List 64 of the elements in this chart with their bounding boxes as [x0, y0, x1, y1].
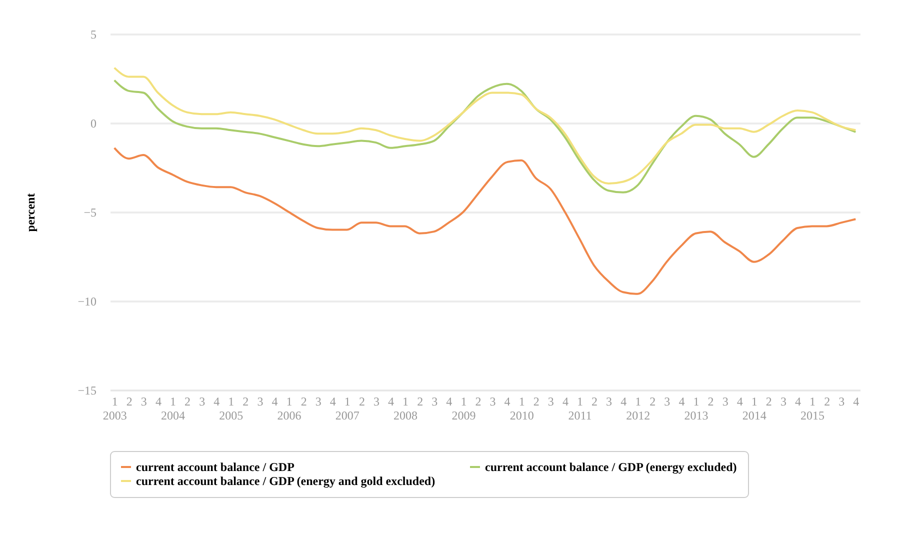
y-tick-label: −10 — [78, 294, 96, 308]
x-tick-label: 4 — [562, 394, 568, 408]
line-series — [113, 66, 857, 185]
legend-label: current account balance / GDP (energy and gold excluded) — [136, 474, 436, 488]
x-tick-label: 3 — [490, 394, 496, 408]
x-tick-label: 3 — [606, 394, 612, 408]
x-tick-label: 4 — [795, 394, 801, 408]
x-tick-label: 1 2011 — [568, 394, 592, 422]
x-tick-label: 3 — [838, 394, 845, 408]
legend-label: current account balance / GDP — [136, 460, 294, 474]
x-tick-label: 3 — [315, 394, 322, 408]
x-tick-label: 2 — [475, 394, 482, 408]
x-tick-label: 3 — [199, 394, 206, 408]
x-tick-label: 1 2009 — [452, 394, 476, 422]
x-tick-label: 4 — [155, 394, 162, 408]
x-tick-label: 1 2005 — [219, 394, 244, 422]
x-tick-label: 1 2006 — [277, 394, 302, 422]
y-tick-label: 0 — [90, 116, 96, 130]
x-tick-label: 2 — [417, 394, 424, 408]
x-tick-label: 4 — [330, 394, 336, 408]
x-tick-label: 1 2007 — [335, 394, 360, 422]
x-tick-label: 3 — [780, 394, 786, 408]
x-tick-label: 4 — [214, 394, 220, 408]
x-tick-label: 3 — [257, 394, 264, 408]
x-tick-label: 1 2014 — [742, 394, 766, 422]
x-tick-label: 1 2008 — [394, 394, 418, 422]
x-tick-label: 1 2015 — [800, 394, 825, 422]
x-tick-label: 4 — [678, 394, 685, 408]
x-tick-label: 4 — [504, 394, 510, 408]
legend-label: current account balance / GDP (energy excluded) — [485, 460, 737, 474]
x-tick-label: 2 — [533, 394, 540, 408]
y-axis-title: percent — [24, 193, 38, 232]
x-tick-label: 2 — [126, 394, 132, 408]
x-tick-label: 4 — [446, 394, 452, 408]
y-tick-label: 5 — [90, 28, 96, 42]
x-tick-label: 3 — [722, 394, 728, 408]
x-tick-label: 1 2003 — [102, 394, 127, 422]
line-series — [113, 79, 857, 194]
x-tick-label: 2 — [650, 394, 656, 408]
x-tick-label: 2 — [708, 394, 714, 408]
x-tick-label: 1 2013 — [684, 394, 708, 422]
x-tick-label: 1 2004 — [161, 394, 185, 422]
x-tick-label: 1 2010 — [510, 394, 534, 422]
x-tick-label: 2 — [766, 394, 772, 408]
x-tick-label: 2 — [242, 394, 249, 408]
x-tick-label: 2 — [824, 394, 830, 408]
x-tick-label: 3 — [140, 394, 147, 408]
x-tick-label: 4 — [853, 394, 860, 408]
x-tick-label: 3 — [664, 394, 670, 408]
y-tick-label: −5 — [84, 206, 96, 220]
x-tick-label: 2 — [592, 394, 598, 408]
x-tick-label: 3 — [373, 394, 380, 408]
x-tick-label: 2 — [300, 394, 307, 408]
x-tick-label: 3 — [432, 394, 438, 408]
x-tick-label: 4 — [620, 394, 627, 408]
line-series — [113, 146, 857, 295]
x-tick-label: 3 — [548, 394, 554, 408]
x-tick-label: 1 2012 — [626, 394, 650, 422]
y-tick-label: −15 — [78, 384, 96, 398]
x-tick-label: 4 — [736, 394, 743, 408]
x-tick-label: 4 — [272, 394, 278, 408]
x-tick-label: 2 — [358, 394, 365, 408]
x-tick-label: 2 — [184, 394, 191, 408]
x-tick-label: 4 — [388, 394, 394, 408]
